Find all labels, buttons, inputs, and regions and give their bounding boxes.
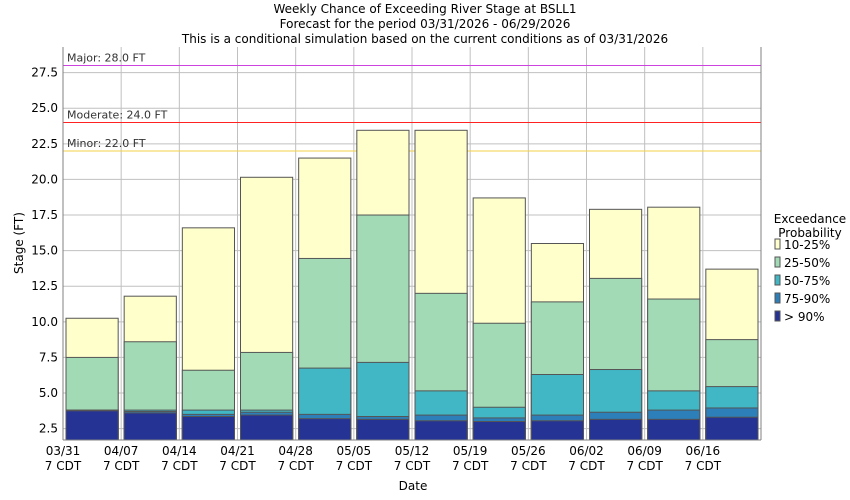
x-tick-sublabel: 7 CDT xyxy=(452,459,489,473)
chart-title-line: Weekly Chance of Exceeding River Stage a… xyxy=(274,2,577,16)
x-tick-sublabel: 7 CDT xyxy=(685,459,722,473)
y-tick-label: 17.5 xyxy=(31,208,58,222)
x-tick-sublabel: 7 CDT xyxy=(103,459,140,473)
bar-segment-90 xyxy=(181,416,235,441)
x-tick-sublabel: 7 CDT xyxy=(277,459,314,473)
y-tick-label: 7.5 xyxy=(39,350,58,364)
y-tick-label: 10.0 xyxy=(31,315,58,329)
threshold-label: Moderate: 24.0 FT xyxy=(67,108,168,121)
x-tick-label: 03/31 xyxy=(46,444,81,458)
y-tick-label: 15.0 xyxy=(31,244,58,258)
x-tick-sublabel: 7 CDT xyxy=(626,459,663,473)
bar-segment-90 xyxy=(589,418,643,441)
legend-swatch xyxy=(774,310,781,322)
x-tick-sublabel: 7 CDT xyxy=(45,459,82,473)
y-tick-label: 27.5 xyxy=(31,66,58,80)
x-tick-label: 06/02 xyxy=(569,444,604,458)
threshold-label: Minor: 22.0 FT xyxy=(67,137,146,150)
y-tick-label: 5.0 xyxy=(39,386,58,400)
bar-segment-90 xyxy=(414,420,468,441)
bar-segment-90 xyxy=(530,420,584,441)
y-tick-label: 12.5 xyxy=(31,279,58,293)
x-tick-label: 04/28 xyxy=(278,444,313,458)
legend-swatch xyxy=(774,292,781,304)
legend-label: 10-25% xyxy=(784,238,830,252)
x-tick-sublabel: 7 CDT xyxy=(219,459,256,473)
legend-title: Exceedance xyxy=(774,212,846,226)
x-tick-label: 05/12 xyxy=(395,444,430,458)
threshold-label: Major: 28.0 FT xyxy=(67,52,146,65)
x-tick-label: 04/21 xyxy=(220,444,255,458)
chart-title-line: This is a conditional simulation based o… xyxy=(181,32,668,46)
bar-segment-90 xyxy=(123,412,177,441)
bar-segment-90 xyxy=(298,418,352,441)
x-tick-sublabel: 7 CDT xyxy=(394,459,431,473)
legend-label: 50-75% xyxy=(784,274,830,288)
x-tick-sublabel: 7 CDT xyxy=(336,459,373,473)
bar-segment-90 xyxy=(356,418,410,441)
y-axis-label: Stage (FT) xyxy=(12,212,26,274)
x-tick-label: 06/16 xyxy=(686,444,721,458)
x-tick-label: 04/07 xyxy=(104,444,139,458)
x-tick-sublabel: 7 CDT xyxy=(161,459,198,473)
y-tick-label: 2.5 xyxy=(39,422,58,436)
x-tick-label: 05/19 xyxy=(453,444,488,458)
bar-segment-90 xyxy=(647,418,701,441)
y-tick-label: 20.0 xyxy=(31,172,58,186)
legend-swatch xyxy=(774,274,781,286)
legend-swatch xyxy=(774,256,781,268)
x-tick-label: 05/05 xyxy=(337,444,372,458)
x-tick-sublabel: 7 CDT xyxy=(510,459,547,473)
legend-swatch xyxy=(774,238,781,250)
legend-title: Probability xyxy=(778,226,841,240)
x-tick-sublabel: 7 CDT xyxy=(568,459,605,473)
legend-label: 75-90% xyxy=(784,292,830,306)
x-tick-label: 06/09 xyxy=(627,444,662,458)
bar-segment-90 xyxy=(65,410,119,441)
y-tick-label: 22.5 xyxy=(31,137,58,151)
chart-title-line: Forecast for the period 03/31/2026 - 06/… xyxy=(280,17,571,31)
legend-label: 25-50% xyxy=(784,256,830,270)
legend-label: > 90% xyxy=(784,310,825,324)
x-tick-label: 04/14 xyxy=(162,444,197,458)
x-axis-label: Date xyxy=(399,479,428,493)
y-tick-label: 25.0 xyxy=(31,101,58,115)
bar-segment-90 xyxy=(240,414,294,441)
bar-segment-90 xyxy=(472,420,526,441)
bar-segment-90 xyxy=(705,416,759,441)
x-tick-label: 05/26 xyxy=(511,444,546,458)
